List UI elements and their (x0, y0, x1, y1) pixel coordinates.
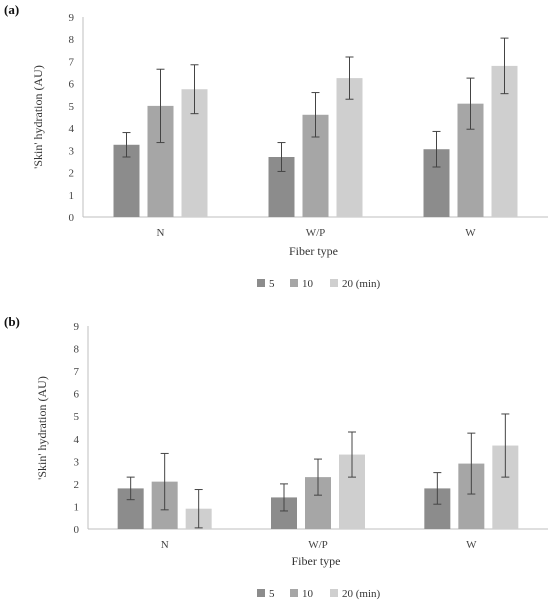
panel-label: (a) (4, 2, 19, 17)
x-tick-label: N (161, 539, 169, 551)
y-tick-label: 1 (74, 501, 80, 513)
y-tick-label: 3 (69, 145, 75, 157)
x-tick-label: W (466, 539, 477, 551)
y-tick-label: 6 (69, 79, 75, 91)
y-tick-label: 4 (69, 123, 75, 135)
y-tick-label: 7 (69, 56, 75, 68)
legend-label: 10 (302, 588, 314, 600)
x-tick-label: W/P (308, 539, 328, 551)
legend-swatch (330, 279, 338, 287)
y-tick-label: 8 (74, 344, 80, 356)
y-tick-label: 1 (69, 190, 75, 202)
x-axis-title: Fiber type (289, 244, 338, 258)
y-axis-title: 'Skin' hydration (AU) (31, 65, 45, 169)
x-tick-label: N (157, 227, 165, 239)
y-tick-label: 9 (69, 12, 75, 24)
panel-a: (a) 0 1 2 3 4 5 6 7 8 9 'Skin' hydration (AU) N W/P W F… (4, 2, 548, 290)
panel-b: (b) 0 1 2 3 4 5 6 7 8 9 'Skin' hydration (AU) N W/P W F… (4, 314, 548, 600)
y-tick-label: 8 (69, 34, 75, 46)
y-tick-label: 0 (69, 212, 75, 224)
y-tick-label: 5 (74, 411, 80, 423)
panel-label: (b) (4, 314, 20, 329)
x-tick-label: W/P (306, 227, 326, 239)
legend-label: 20 (min) (342, 588, 381, 600)
y-tick-label: 6 (74, 389, 80, 401)
x-axis-title: Fiber type (292, 554, 341, 568)
legend-label: 5 (269, 588, 275, 600)
legend-swatch (290, 589, 298, 597)
y-tick-label: 2 (69, 168, 75, 180)
legend-swatch (290, 279, 298, 287)
legend-label: 20 (min) (342, 278, 381, 290)
y-tick-label: 9 (74, 321, 80, 333)
y-tick-label: 2 (74, 479, 80, 491)
bar-wp-20 (336, 78, 363, 217)
legend-swatch (257, 279, 265, 287)
y-tick-label: 7 (74, 366, 80, 378)
legend-label: 5 (269, 278, 275, 290)
y-tick-label: 3 (74, 456, 80, 468)
legend-swatch (257, 589, 265, 597)
y-tick-label: 4 (74, 434, 80, 446)
legend-label: 10 (302, 278, 314, 290)
y-axis-title: 'Skin' hydration (AU) (35, 376, 49, 480)
y-tick-label: 0 (74, 524, 80, 536)
x-tick-label: W (465, 227, 476, 239)
legend-swatch (330, 589, 338, 597)
y-tick-label: 5 (69, 101, 75, 113)
